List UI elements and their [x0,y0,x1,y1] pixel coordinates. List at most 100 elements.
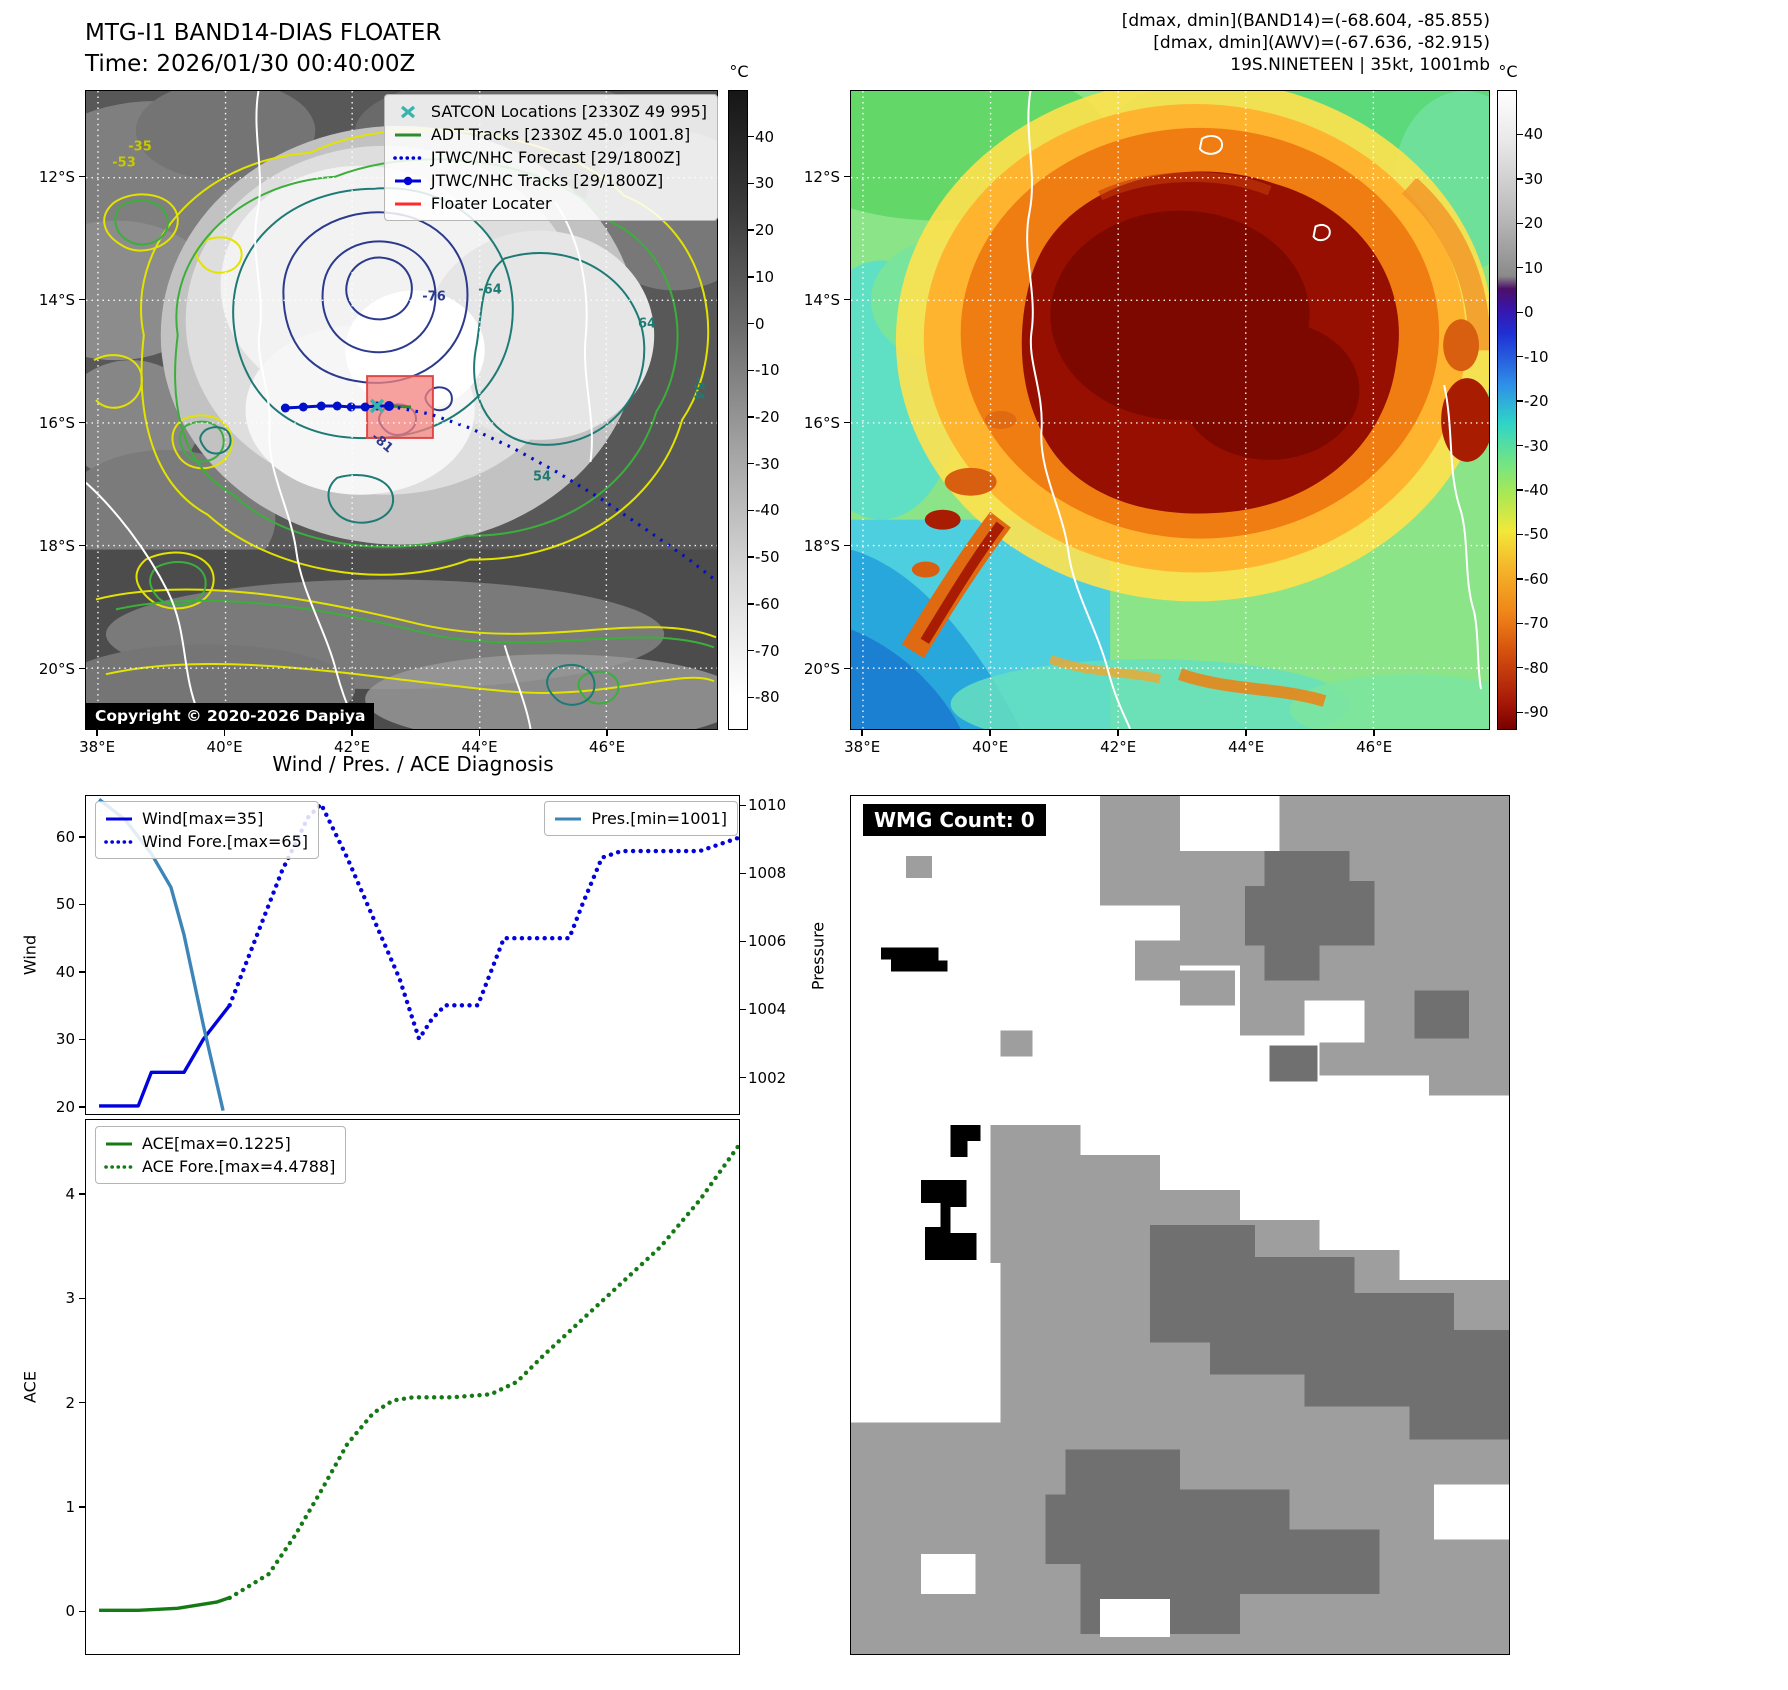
axis-tick-mark [79,1193,85,1195]
axis-tick-mark [748,182,754,185]
axis-tick-mark [79,1506,85,1508]
chart-ytick-label: 1 [65,1497,75,1516]
awv-colorbar-tick-label: 10 [1524,258,1544,277]
band14-xtick-label: 38°E [79,738,116,756]
axis-tick-mark [79,1038,85,1041]
ace-axis-label: ACE [20,1371,40,1403]
band14-title-block: MTG-I1 BAND14-DIAS FLOATER Time: 2026/01… [85,18,441,80]
band14-ytick-label: 14°S [38,290,75,309]
chart-ytick-label: 40 [55,962,75,981]
axis-tick-mark [1517,400,1523,402]
chart-ytick-label: 4 [65,1185,75,1204]
axis-tick-mark [1517,178,1523,180]
band14-colorbar-tick-label: -50 [755,548,780,567]
axis-tick-mark [223,730,226,736]
awv-header-block: [dmax, dmin](BAND14)=(-68.604, -85.855) … [1122,10,1490,76]
awv-colorbar-tick-label: -90 [1524,703,1549,722]
ace-legend: ACE[max=0.1225] ACE Fore.[max=4.4788] [95,1126,347,1184]
awv-xtick-label: 46°E [1356,738,1393,756]
legend-label: Wind Fore.[max=65] [142,832,308,851]
contour-label: 54 [532,469,552,485]
legend-label: JTWC/NHC Tracks [29/1800Z] [430,171,664,190]
legend-label: ADT Tracks [2330Z 45.0 1001.8] [430,125,691,144]
grid-lines [86,91,717,729]
grid-lines [851,91,1489,729]
legend-item: SATCON Locations [2330Z 49 995] [393,100,707,123]
legend-label: Wind[max=35] [142,809,264,828]
axis-tick-mark [748,136,754,138]
axis-tick-mark [748,229,754,231]
axis-tick-mark [79,544,85,547]
awv-colorbar [1497,90,1517,730]
axis-tick-mark [79,1401,85,1404]
awv-xtick-label: 42°E [1100,738,1137,756]
legend-item: Wind Fore.[max=65] [104,830,308,853]
band14-colorbar-tick-label: 40 [755,127,775,146]
band14-colorbar-tick-label: -70 [755,641,780,660]
solid-legend-marker-icon [393,128,423,142]
awv-colorbar-tick-label: -80 [1524,658,1549,677]
axis-tick-mark [748,369,754,371]
contour-label: -64 [478,282,502,298]
storm-warm-core [895,91,1489,602]
axis-tick-mark [79,903,85,906]
awv-colorbar-tick-label: -60 [1524,569,1549,588]
axis-tick-mark [351,730,353,736]
axis-tick-mark [1517,355,1523,358]
axis-tick-mark [478,730,481,736]
axis-tick-mark [748,556,754,558]
band14-colorbar-tick-label: -30 [755,454,780,473]
contour-label: 64 [637,316,657,332]
awv-colorbar-tick-label: -10 [1524,347,1549,366]
axis-tick-mark [844,544,850,547]
axis-tick-mark [748,463,754,465]
pressure-legend: Pres.[min=1001] [544,801,738,836]
solid-legend-marker-icon [393,197,423,211]
chart-y2tick-label: 1006 [748,932,787,951]
axis-tick-mark [79,1106,85,1108]
legend-item: JTWC/NHC Tracks [29/1800Z] [393,169,707,192]
contours-green [114,158,715,705]
awv-colorbar-tick-label: 40 [1524,125,1544,144]
chart-ytick-label: 50 [55,895,75,914]
axis-tick-mark [1517,711,1523,713]
axis-tick-mark [96,730,98,736]
wmg-panel: WMG Count: 0 [850,795,1510,1655]
wind-axis-label: Wind [20,934,40,976]
band14-colorbar-tick-label: 20 [755,221,775,240]
wmg-image [851,796,1509,1654]
band14-colorbar-unit: °C [729,62,749,81]
awv-ytick-label: 20°S [803,659,840,678]
band14-colorbar-tick-label: -60 [755,594,780,613]
legend-item: ACE Fore.[max=4.4788] [104,1155,335,1178]
axis-tick-mark [844,421,850,424]
dotted-legend-marker-icon [104,835,134,849]
axis-tick-mark [79,667,85,670]
band14-xtick-label: 40°E [206,738,243,756]
x-legend-marker-icon [393,105,423,119]
chart-y2tick-label: 1010 [748,796,787,815]
axis-tick-mark [748,649,754,652]
solid-legend-marker-icon [104,1137,134,1151]
band14-ytick-label: 12°S [38,167,75,186]
axis-tick-mark [1517,667,1523,669]
axis-tick-mark [748,322,754,325]
legend-item: Pres.[min=1001] [553,807,727,830]
axis-tick-mark [748,509,754,512]
dotted-legend-marker-icon [104,1160,134,1174]
axis-tick-mark [989,730,991,736]
axis-tick-mark [1517,533,1523,536]
axis-tick-mark [740,1076,746,1079]
awv-colorbar-tick-label: -70 [1524,614,1549,633]
legend-label: ACE[max=0.1225] [142,1134,291,1153]
solid-legend-marker-icon [553,812,583,826]
solid-dot-legend-marker-icon [393,174,423,188]
axis-tick-mark [1517,578,1523,580]
chart-ytick-label: 0 [65,1602,75,1621]
axis-tick-mark [1373,730,1375,736]
axis-tick-mark [1517,444,1523,447]
awv-ytick-label: 16°S [803,413,840,432]
series-line [227,1142,739,1601]
band14-colorbar-tick-label: -40 [755,501,780,520]
